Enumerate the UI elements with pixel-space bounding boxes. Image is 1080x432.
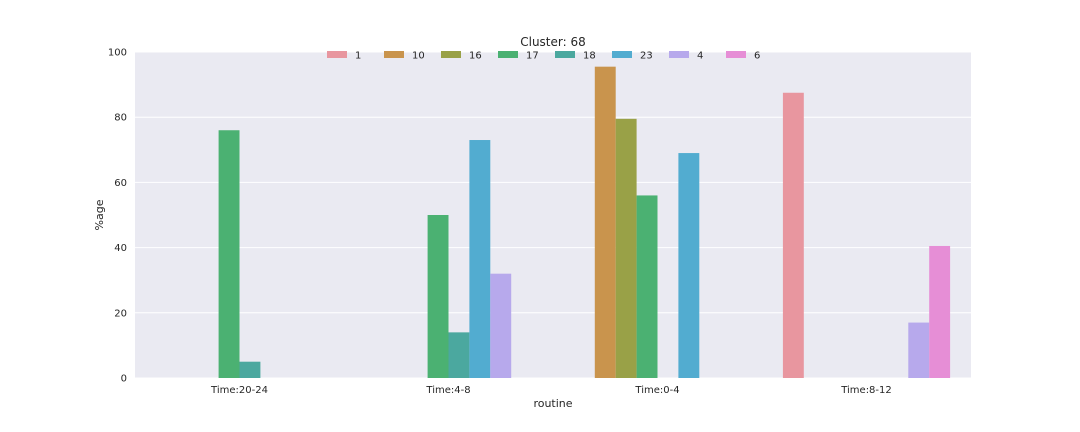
bar-10-2 — [594, 66, 616, 379]
bar-16-2 — [615, 118, 637, 378]
legend-label-16: 16 — [469, 51, 482, 62]
y-tick-label: 0 — [121, 374, 127, 385]
bar-4-3 — [908, 322, 930, 378]
legend-label-10: 10 — [412, 51, 425, 62]
legend-label-4: 4 — [697, 51, 703, 62]
y-tick-label: 20 — [114, 308, 127, 319]
bar-23-1 — [469, 140, 491, 378]
bar-6-3 — [929, 245, 951, 378]
legend-swatch-17 — [498, 51, 518, 58]
x-axis-title: routine — [533, 397, 572, 410]
x-tick-label: Time:4-8 — [425, 385, 470, 396]
legend-swatch-1 — [327, 51, 347, 58]
plot-background — [135, 52, 971, 378]
bar-18-0 — [239, 361, 261, 378]
legend-swatch-23 — [612, 51, 632, 58]
gridlines — [135, 51, 971, 379]
x-tick-label: Time:20-24 — [210, 385, 268, 396]
bar-17-2 — [636, 195, 658, 378]
bar-17-0 — [218, 130, 240, 378]
legend-swatch-16 — [441, 51, 461, 58]
bar-1-3 — [782, 92, 804, 378]
bars — [218, 66, 951, 379]
y-tick-label: 100 — [108, 48, 127, 59]
y-tick-label: 60 — [114, 178, 127, 189]
y-tick-label: 80 — [114, 113, 127, 124]
bar-4-1 — [490, 273, 512, 378]
bar-18-1 — [448, 332, 470, 378]
bar-17-1 — [427, 215, 449, 378]
legend-label-23: 23 — [640, 51, 653, 62]
legend-label-1: 1 — [355, 51, 361, 62]
y-tick-labels: 0 20 40 60 80 100 — [108, 48, 127, 385]
legend-swatch-4 — [669, 51, 689, 58]
legend-label-17: 17 — [526, 51, 539, 62]
legend-swatch-18 — [555, 51, 575, 58]
x-tick-label: Time:0-4 — [634, 385, 679, 396]
legend-label-18: 18 — [583, 51, 596, 62]
legend-label-6: 6 — [754, 51, 760, 62]
chart-title: Cluster: 68 — [520, 35, 586, 49]
x-tick-labels: Time:20-24 Time:4-8 Time:0-4 Time:8-12 — [210, 385, 892, 396]
legend: 1 10 16 17 18 23 4 6 — [327, 51, 760, 62]
legend-swatch-6 — [726, 51, 746, 58]
x-tick-label: Time:8-12 — [840, 385, 892, 396]
y-axis-title: %age — [93, 199, 106, 230]
legend-swatch-10 — [384, 51, 404, 58]
y-tick-label: 40 — [114, 243, 127, 254]
bar-23-2 — [678, 153, 700, 378]
